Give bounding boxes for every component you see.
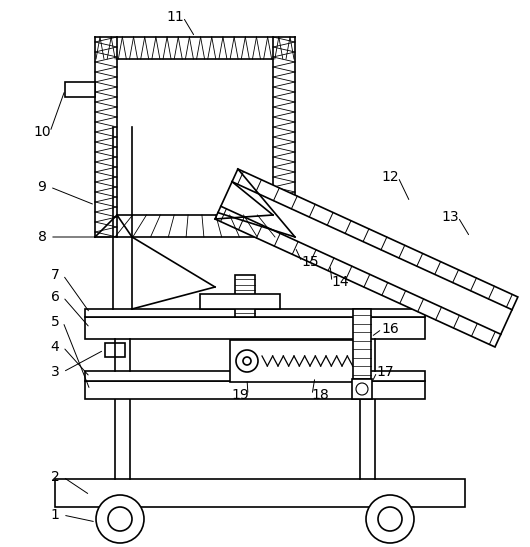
Bar [352, 379, 372, 399]
Text: 16: 16 [381, 322, 399, 336]
Bar [55, 479, 465, 507]
Bar [200, 294, 280, 309]
Circle shape [356, 383, 368, 395]
Text: 7: 7 [51, 268, 59, 282]
Bar [65, 82, 95, 97]
Text: 17: 17 [376, 365, 394, 379]
Circle shape [366, 495, 414, 543]
Circle shape [378, 507, 402, 531]
Bar [105, 343, 125, 357]
Text: 14: 14 [331, 275, 349, 289]
Bar [85, 381, 425, 399]
Text: 15: 15 [301, 255, 319, 269]
Circle shape [236, 350, 258, 372]
Bar [230, 340, 370, 382]
Text: 6: 6 [50, 290, 59, 304]
Text: 11: 11 [166, 10, 184, 24]
Text: 18: 18 [311, 388, 329, 402]
Text: 4: 4 [51, 340, 59, 354]
Circle shape [96, 495, 144, 543]
Bar [85, 309, 425, 317]
Bar [85, 371, 425, 381]
Text: 2: 2 [51, 470, 59, 484]
Polygon shape [215, 169, 518, 347]
Text: 10: 10 [33, 125, 51, 139]
Text: 19: 19 [231, 388, 249, 402]
Text: 1: 1 [50, 508, 59, 522]
Bar [353, 309, 371, 379]
Bar [85, 317, 425, 339]
Text: 13: 13 [441, 210, 459, 224]
Text: 12: 12 [381, 170, 399, 184]
Circle shape [108, 507, 132, 531]
Text: 5: 5 [51, 315, 59, 329]
Circle shape [243, 357, 251, 365]
Bar [235, 275, 255, 317]
Text: 9: 9 [38, 180, 47, 194]
Text: 8: 8 [38, 230, 47, 244]
Text: 3: 3 [51, 365, 59, 379]
